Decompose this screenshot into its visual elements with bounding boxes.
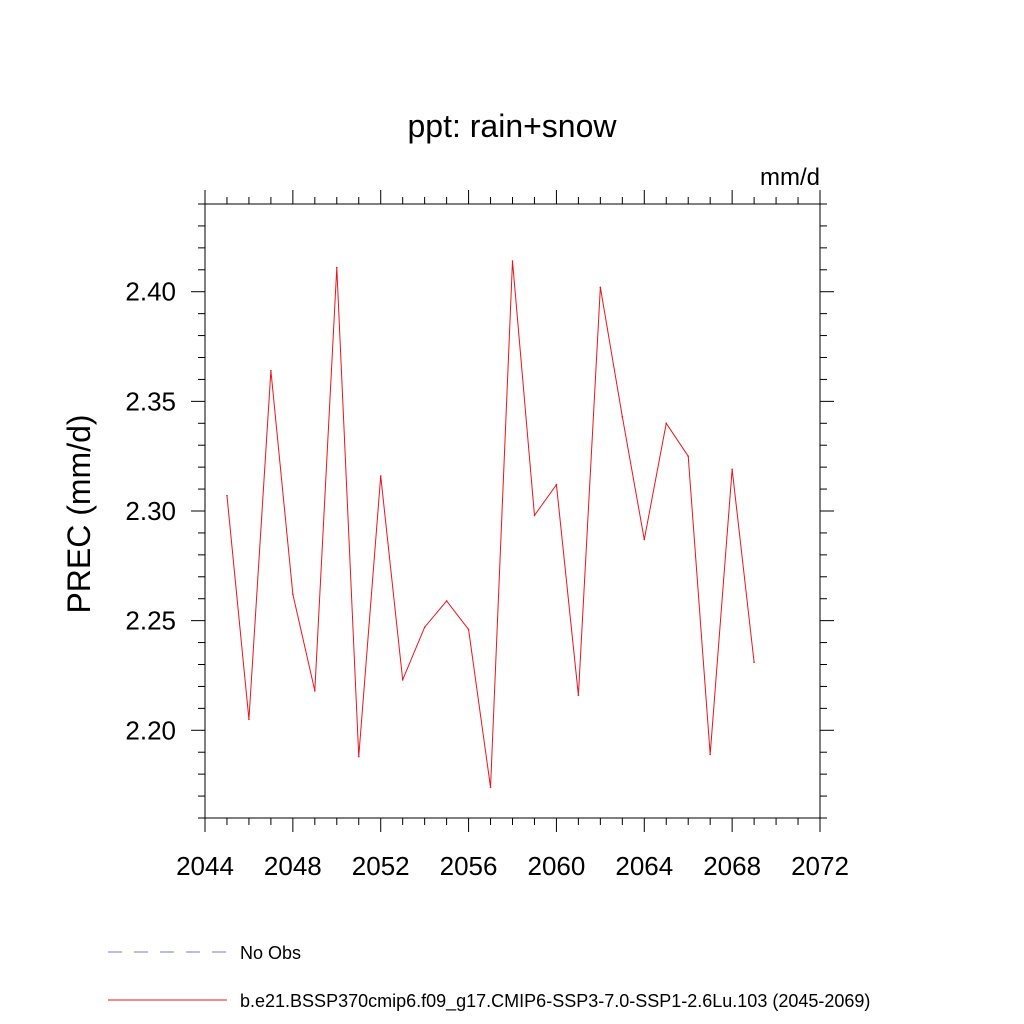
- axis-ticks: 2044 2048 2052 2056 2060 2064 2068 2072 2.20 2.25…: [125, 190, 849, 881]
- units-label: mm/d: [760, 164, 820, 191]
- data-point: [401, 679, 404, 681]
- data-point: [621, 415, 624, 418]
- series-line: [226, 260, 755, 788]
- y-tick-label: 2.25: [125, 606, 176, 636]
- data-point: [423, 626, 426, 629]
- data-point: [379, 475, 382, 477]
- legend-label: No Obs: [240, 943, 301, 963]
- data-point: [248, 718, 250, 721]
- data-point: [753, 661, 755, 664]
- x-tick-label: 2052: [352, 851, 410, 881]
- data-point: [467, 628, 470, 631]
- data-point: [445, 600, 448, 602]
- data-point: [489, 786, 492, 789]
- data-point: [335, 266, 338, 269]
- x-tick-label: 2048: [264, 851, 322, 881]
- series-layer: [226, 260, 755, 789]
- y-tick-label: 2.20: [125, 715, 176, 745]
- data-point: [665, 422, 668, 425]
- data-point: [709, 753, 711, 756]
- data-point: [643, 538, 646, 541]
- data-point: [270, 369, 272, 372]
- x-tick-label: 2064: [615, 851, 673, 881]
- x-tick-label: 2060: [528, 851, 586, 881]
- x-tick-label: 2056: [440, 851, 498, 881]
- chart-title: ppt: rain+snow: [407, 108, 617, 144]
- y-axis-label: PREC (mm/d): [61, 414, 97, 613]
- y-tick-label: 2.35: [125, 386, 176, 416]
- legend-label: b.e21.BSSP370cmip6.f09_g17.CMIP6-SSP3-7.…: [240, 991, 870, 1012]
- data-point: [599, 286, 602, 289]
- data-point: [533, 514, 536, 517]
- data-point: [511, 260, 514, 262]
- data-point: [314, 690, 316, 692]
- data-point: [555, 483, 558, 486]
- data-point: [292, 593, 294, 596]
- data-point: [577, 694, 580, 696]
- x-tick-label: 2068: [703, 851, 761, 881]
- y-tick-label: 2.40: [125, 277, 176, 307]
- x-tick-label: 2072: [791, 851, 849, 881]
- x-tick-label: 2044: [176, 851, 234, 881]
- data-point: [357, 755, 360, 758]
- data-point: [226, 494, 228, 497]
- data-point: [687, 455, 690, 457]
- y-tick-label: 2.30: [125, 496, 176, 526]
- legend: No Obs b.e21.BSSP370cmip6.f09_g17.CMIP6-S…: [108, 943, 870, 1012]
- data-point: [731, 468, 733, 471]
- plot-frame: [204, 203, 821, 819]
